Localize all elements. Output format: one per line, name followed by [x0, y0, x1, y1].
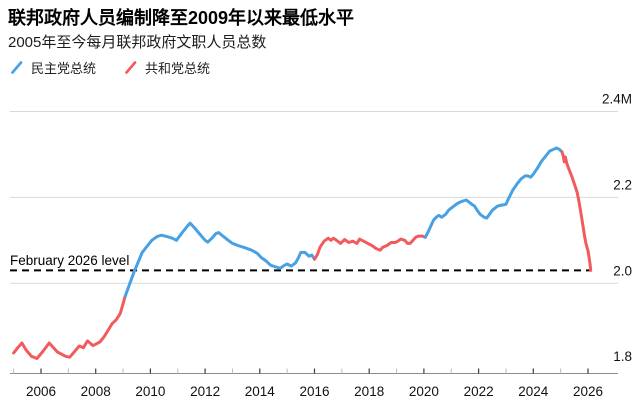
- series-segment-republican: [560, 150, 593, 272]
- series-segment-republican: [313, 234, 427, 261]
- legend: 民主党总统 共和党总统: [10, 58, 210, 77]
- reference-line-label: February 2026 level: [10, 253, 129, 268]
- x-tick-label: 2024: [518, 384, 549, 399]
- x-tick-label: 2008: [81, 384, 111, 399]
- x-tick-label: 2012: [190, 384, 220, 399]
- x-tick-label: 2022: [464, 384, 494, 399]
- chart-subtitle: 2005年至今每月联邦政府文职人员总数: [8, 34, 267, 51]
- x-tick-label: 2010: [135, 384, 165, 399]
- x-tick-label: 2026: [573, 384, 603, 399]
- x-tick-label: 2014: [245, 384, 276, 399]
- x-tick-label: 2006: [26, 384, 56, 399]
- legend-item-democrat: 民主党总统: [10, 58, 96, 77]
- legend-label-republican: 共和党总统: [145, 61, 211, 76]
- y-tick-label: 2.2: [613, 177, 632, 192]
- legend-item-republican: 共和党总统: [124, 58, 210, 77]
- series-segment-democrat: [123, 221, 316, 298]
- series-segment-republican: [12, 294, 127, 360]
- democrat-line-swatch-icon: [11, 61, 23, 74]
- y-tick-label: 2.0: [613, 263, 632, 278]
- series-segment-democrat: [423, 146, 564, 239]
- y-tick-label: 2.4M: [602, 92, 632, 107]
- page-title: 联邦政府人员编制降至2009年以来最低水平: [8, 8, 355, 28]
- x-tick-label: 2016: [299, 384, 329, 399]
- republican-line-swatch-icon: [125, 61, 137, 74]
- x-tick-label: 2018: [354, 384, 384, 399]
- x-tick-label: 2020: [409, 384, 439, 399]
- y-tick-label: 1.8: [613, 349, 632, 364]
- legend-label-democrat: 民主党总统: [31, 61, 97, 76]
